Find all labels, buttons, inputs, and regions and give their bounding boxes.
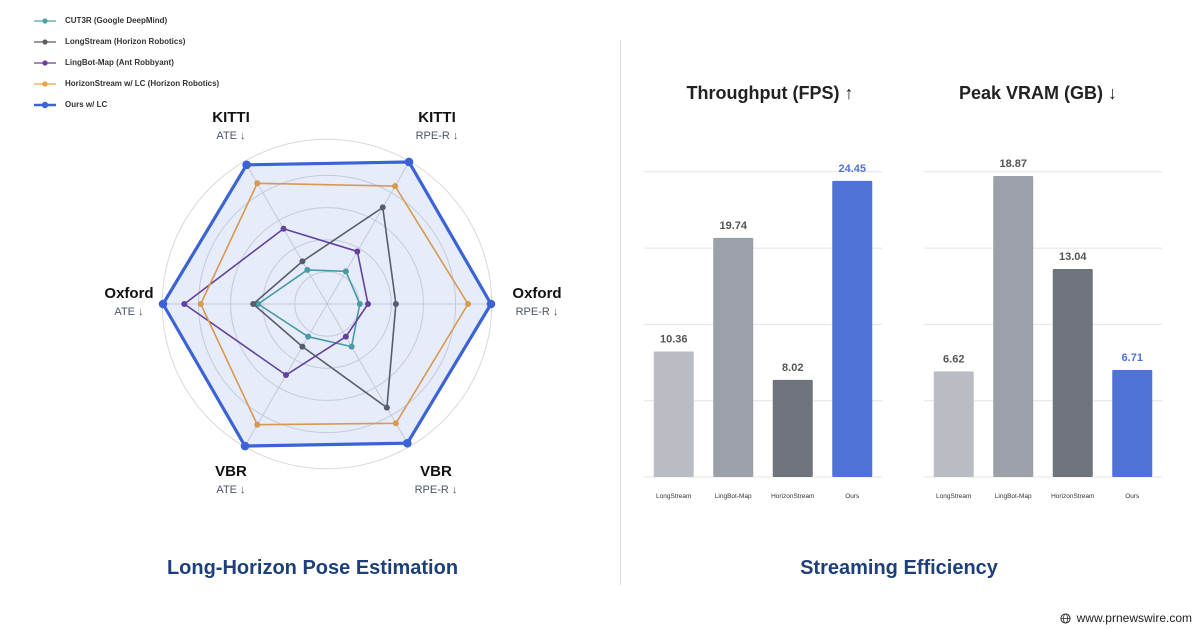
throughput-chart-title: Throughput (FPS) ↑ — [686, 83, 854, 103]
radar-point — [465, 301, 472, 307]
radar-point — [304, 266, 311, 273]
bar — [993, 176, 1034, 477]
efficiency-section-title: Streaming Efficiency — [800, 557, 998, 579]
radar-point — [379, 204, 386, 211]
bar-tick-label: Ours — [845, 493, 860, 500]
radar-point — [392, 420, 399, 427]
radar-point — [365, 301, 371, 307]
radar-point — [242, 160, 251, 170]
radar-point — [392, 183, 399, 190]
bar-value-label: 6.62 — [943, 353, 964, 365]
bar-tick-label: Ours — [1125, 493, 1140, 500]
legend-swatch — [34, 101, 56, 108]
bar-tick-label: LingBot-Map — [715, 493, 752, 500]
radar-point — [280, 225, 287, 232]
radar-axis-name: VBR — [420, 463, 452, 480]
bar — [713, 237, 754, 477]
radar-point — [158, 299, 168, 309]
section-divider — [620, 40, 621, 585]
bar-tick-label: LingBot-Map — [995, 493, 1032, 500]
radar-axis-name: KITTI — [212, 109, 250, 126]
legend-label: LongStream (Horizon Robotics) — [65, 37, 186, 46]
bar-tick-label: HorizonStream — [1051, 493, 1094, 500]
radar-point — [342, 333, 349, 340]
radar-point — [486, 299, 496, 309]
bar — [933, 371, 974, 477]
bar-value-label: 8.02 — [782, 362, 803, 374]
radar-axis-name: Oxford — [104, 285, 153, 302]
legend-item: CUT3R (Google DeepMind) — [34, 10, 219, 31]
bar-tick-label: HorizonStream — [771, 493, 814, 500]
radar-point — [250, 301, 257, 307]
radar-point — [356, 301, 363, 307]
legend-item: HorizonStream w/ LC (Horizon Robotics) — [34, 73, 219, 94]
radar-axis-metric: RPE-R ↓ — [416, 130, 459, 142]
legend: CUT3R (Google DeepMind) LongStream (Horiz… — [34, 10, 219, 115]
watermark: www.prnewswire.com — [1049, 608, 1200, 629]
radar-axis-metric: ATE ↓ — [216, 484, 245, 496]
bar — [832, 180, 873, 477]
radar-series-fill — [163, 161, 491, 447]
legend-swatch — [34, 38, 56, 45]
bar-tick-label: LongStream — [936, 493, 971, 500]
legend-swatch — [34, 80, 56, 87]
vram-chart-title: Peak VRAM (GB) ↓ — [958, 83, 1118, 103]
bar-value-label: 6.71 — [1122, 352, 1143, 364]
radar-axis-name: KITTI — [418, 109, 456, 126]
bar-value-label: 18.87 — [999, 158, 1027, 170]
legend-item: LongStream (Horizon Robotics) — [34, 31, 219, 52]
bar — [653, 351, 694, 477]
radar-point — [404, 157, 414, 167]
radar-point — [342, 268, 349, 275]
legend-item: Ours w/ LC — [34, 94, 219, 115]
radar-point — [299, 258, 306, 265]
watermark-text: www.prnewswire.com — [1076, 611, 1192, 625]
radar-point — [299, 343, 306, 350]
radar-axis-metric: ATE ↓ — [114, 306, 143, 318]
radar-point — [354, 248, 361, 255]
radar-axis-name: Oxford — [512, 285, 561, 302]
radar-point — [255, 301, 262, 307]
radar-point — [392, 301, 399, 307]
bar-tick-label: LongStream — [656, 493, 691, 500]
radar-point — [240, 441, 250, 451]
radar-axis-metric: ATE ↓ — [216, 130, 245, 142]
radar-point — [305, 333, 312, 340]
radar-point — [197, 301, 204, 307]
legend-label: LingBot-Map (Ant Robbyant) — [65, 58, 174, 67]
bar-value-label: 13.04 — [1059, 251, 1087, 263]
radar-point — [283, 372, 289, 379]
bar-value-label: 19.74 — [719, 220, 747, 232]
radar-axis-metric: RPE-R ↓ — [415, 484, 458, 496]
legend-swatch — [34, 59, 56, 66]
radar-point — [181, 301, 188, 307]
bar — [1112, 369, 1153, 477]
globe-icon — [1060, 612, 1071, 624]
legend-label: HorizonStream w/ LC (Horizon Robotics) — [65, 79, 220, 88]
legend-label: Ours w/ LC — [65, 100, 108, 109]
bar-value-label: 10.36 — [660, 334, 688, 346]
bar — [772, 379, 813, 477]
radar-axis-metric: RPE-R ↓ — [516, 306, 559, 318]
bar-value-label: 24.45 — [838, 163, 866, 175]
legend-swatch — [34, 17, 56, 24]
radar-axis-name: VBR — [215, 463, 247, 480]
radar-point — [348, 343, 355, 350]
radar-chart: KITTI RPE-R ↓ Oxford RPE-R ↓ VBR RPE-R ↓ VBR AT… — [104, 109, 561, 496]
bar — [1052, 268, 1093, 477]
legend-item: LingBot-Map (Ant Robbyant) — [34, 52, 219, 73]
radar-point — [254, 180, 261, 187]
legend-label: CUT3R (Google DeepMind) — [65, 16, 168, 25]
radar-point — [383, 404, 390, 411]
radar-point — [254, 421, 261, 428]
radar-point — [403, 438, 412, 448]
radar-section-title: Long-Horizon Pose Estimation — [166, 557, 459, 579]
bar-charts: 10.36 LongStream 19.74 LingBot-Map 8.02 Horiz… — [644, 158, 1162, 500]
